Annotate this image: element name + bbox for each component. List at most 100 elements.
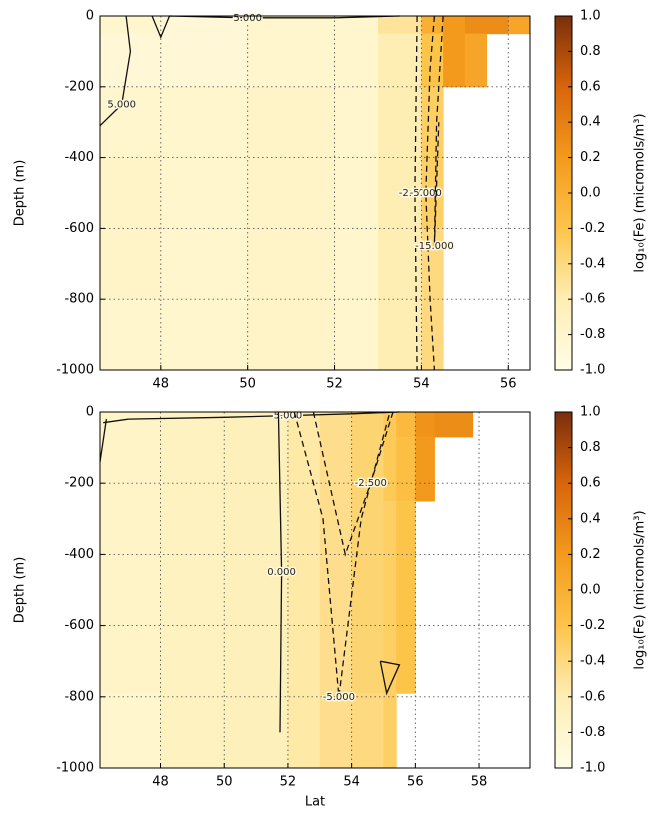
heat-cell xyxy=(377,86,422,159)
heat-cell xyxy=(383,590,397,694)
x-axis-label: Lat xyxy=(305,795,325,810)
heat-cell xyxy=(247,33,336,88)
heat-cell xyxy=(334,16,379,35)
heat-cell xyxy=(160,228,249,300)
y-tick-label: -200 xyxy=(64,476,94,491)
heat-cell xyxy=(319,590,353,694)
heat-cell xyxy=(334,33,379,88)
heat-cell xyxy=(396,412,416,438)
heat-cell xyxy=(247,86,336,159)
contour-label: -2.500 xyxy=(355,478,387,489)
plot-frame xyxy=(99,411,531,769)
heat-cell xyxy=(319,501,353,591)
heat-cell xyxy=(100,436,162,502)
heat-cell xyxy=(319,412,353,438)
contour-line xyxy=(379,660,401,696)
heat-cell xyxy=(319,693,353,769)
colorbar-tick-label: 0.0 xyxy=(580,583,601,598)
x-tick-label: 52 xyxy=(326,377,343,392)
x-tick-label: 50 xyxy=(239,377,256,392)
colorbar-tick-label: -0.8 xyxy=(580,725,605,740)
contour-line xyxy=(99,419,108,462)
heat-cell xyxy=(100,501,162,591)
heat-cell xyxy=(443,16,466,35)
heat-cell xyxy=(287,693,321,769)
contour-line xyxy=(151,15,400,39)
colorbar-label: log₁₀(Fe) (micromols/m³) xyxy=(633,510,648,669)
heat-cell xyxy=(247,228,336,300)
heat-cell xyxy=(100,16,162,35)
colorbar-tick-label: -1.0 xyxy=(580,761,605,776)
heat-cell xyxy=(421,299,444,371)
contour-label: -15.000 xyxy=(415,241,454,252)
contour-line xyxy=(414,15,418,371)
contour-label: 5.000 xyxy=(274,411,303,422)
heat-cell xyxy=(247,299,336,371)
heat-cell xyxy=(396,501,416,591)
heat-cell xyxy=(351,693,384,769)
colorbar-tick-label: 0.6 xyxy=(580,476,601,491)
contour-label: 0.000 xyxy=(267,567,296,578)
heat-cell xyxy=(383,436,397,502)
colorbar-tick-label: -0.6 xyxy=(580,689,605,704)
heat-cell xyxy=(160,693,225,769)
heat-cell xyxy=(224,501,289,591)
heat-cell xyxy=(334,299,379,371)
contour-label: 5.000 xyxy=(107,100,136,111)
y-tick-label: -400 xyxy=(64,547,94,562)
colorbar-tick-label: -0.4 xyxy=(580,654,605,669)
colorbar-tick-label: 0.2 xyxy=(580,547,601,562)
x-tick-label: 56 xyxy=(500,377,517,392)
heat-cell xyxy=(383,693,397,769)
heat-cell xyxy=(100,33,162,88)
heat-cell xyxy=(160,412,225,438)
y-tick-label: -800 xyxy=(64,292,94,307)
colorbar-tick-label: -0.4 xyxy=(580,256,605,271)
contour-line xyxy=(103,411,400,424)
heat-cell xyxy=(351,412,384,438)
colorbar-label: log₁₀(Fe) (micromols/m³) xyxy=(633,113,648,272)
heat-cell xyxy=(508,16,531,35)
colorbar-tick-label: -0.2 xyxy=(580,618,605,633)
contour-line xyxy=(99,15,132,127)
contour-line xyxy=(277,411,283,733)
heat-cell xyxy=(224,590,289,694)
heat-cell xyxy=(464,33,488,88)
heat-cell xyxy=(383,501,397,591)
y-tick-label: 0 xyxy=(86,405,94,420)
heat-cell xyxy=(287,590,321,694)
colorbar-tick-label: 0.8 xyxy=(580,440,601,455)
heat-cell xyxy=(377,228,422,300)
heat-cell xyxy=(100,412,162,438)
heat-cell xyxy=(160,16,249,35)
x-tick-label: 48 xyxy=(152,775,169,790)
heat-cell xyxy=(415,412,435,438)
y-tick-label: -800 xyxy=(64,689,94,704)
x-tick-label: 50 xyxy=(216,775,233,790)
colorbar-tick-label: -0.8 xyxy=(580,327,605,342)
y-tick-label: -200 xyxy=(64,79,94,94)
heat-cell xyxy=(247,16,336,35)
heat-cell xyxy=(383,412,397,438)
heat-cell xyxy=(421,16,444,35)
contour-label: -5.000 xyxy=(410,188,442,199)
heat-cell xyxy=(160,590,225,694)
heat-cell xyxy=(100,157,162,229)
y-tick-label: 0 xyxy=(86,9,94,24)
heat-cell xyxy=(421,86,444,159)
colorbar-tick-label: 0.4 xyxy=(580,115,601,130)
y-tick-label: -400 xyxy=(64,150,94,165)
heat-cell xyxy=(319,436,353,502)
x-tick-label: 48 xyxy=(153,377,170,392)
contour-label: 5.000 xyxy=(233,13,262,24)
heat-cell xyxy=(377,16,422,35)
colorbar-tick-label: 0.0 xyxy=(580,186,601,201)
y-tick-label: -1000 xyxy=(56,761,94,776)
heat-cell xyxy=(396,590,416,694)
heat-cell xyxy=(224,436,289,502)
y-axis-label: Depth (m) xyxy=(13,160,28,227)
heat-cell xyxy=(443,33,466,88)
heat-cell xyxy=(434,412,474,438)
heat-cell xyxy=(334,157,379,229)
